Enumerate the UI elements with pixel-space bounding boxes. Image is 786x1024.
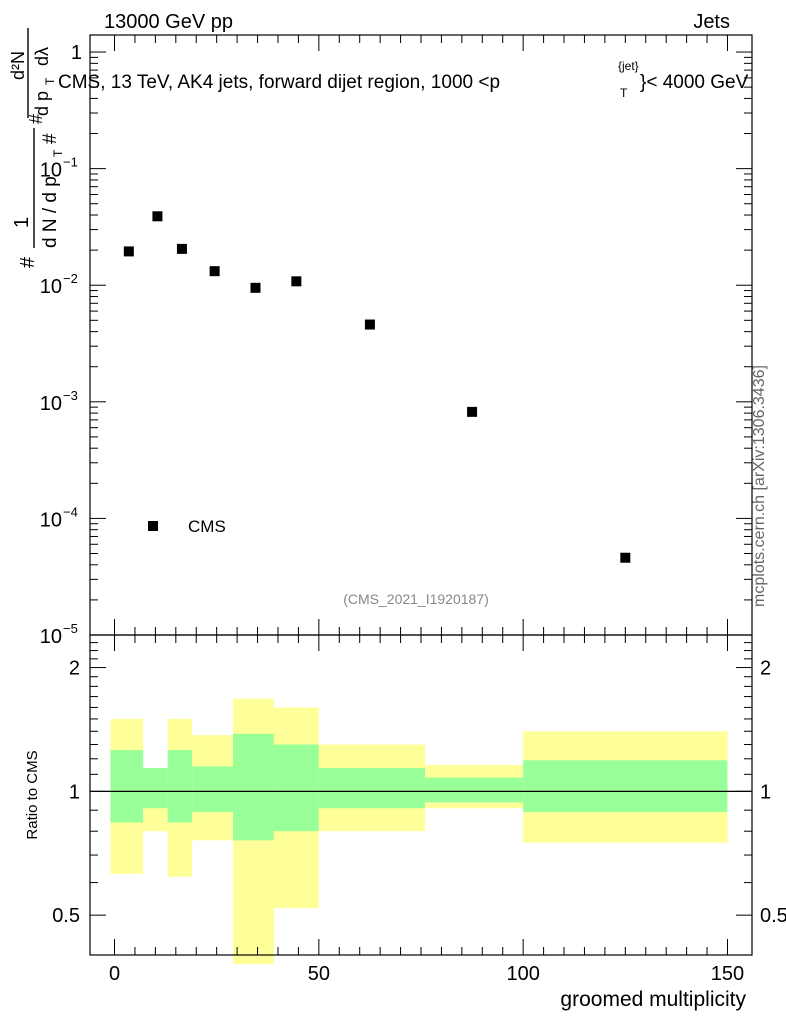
data-point-marker: [620, 552, 631, 563]
top-y-tick-labels: 110−110−210−310−410−5: [40, 42, 82, 648]
data-point-marker: [364, 319, 375, 330]
ylabel-frac2-den-tail: dλ: [32, 47, 52, 66]
top-axis-ticks: [90, 35, 752, 636]
x-axis-label: groomed multiplicity: [560, 988, 746, 1011]
header-right: Jets: [693, 11, 730, 33]
data-point-marker: [152, 211, 163, 222]
analysis-watermark: (CMS_2021_I1920187): [343, 591, 489, 607]
top-y-tick-label: 10: [40, 626, 62, 648]
top-y-axis-label: # 1 d N / d p T # d²N d p T dλ #: [8, 28, 65, 268]
bottom-y-tick-label-left: 1: [69, 781, 80, 803]
top-y-tick-label: 10: [40, 509, 62, 531]
ratio-inner-band: [318, 767, 426, 809]
ylabel-frac2-num: d²N: [8, 51, 28, 80]
data-point-marker: [250, 282, 261, 293]
ratio-inner-band: [110, 750, 144, 823]
data-point-marker: [209, 266, 220, 277]
top-y-tick-label: 10: [40, 160, 62, 182]
ratio-inner-band: [425, 777, 524, 803]
ylabel-frac-den: d N / d p: [40, 176, 61, 248]
title-main: CMS, 13 TeV, AK4 jets, forward dijet reg…: [58, 72, 500, 93]
x-tick-label: 50: [308, 963, 330, 985]
data-point-marker: [467, 406, 478, 417]
ylabel-frac2-den: d p: [32, 91, 52, 116]
ylabel-frac-den-tail: #: [40, 133, 61, 144]
bottom-y-tick-labels: 2 2 1 1 0.5 0.5: [52, 658, 786, 928]
top-y-tick-exponent: −1: [63, 155, 78, 170]
title-sup: {jet}: [618, 59, 639, 73]
ylabel-frac-num: 1: [11, 217, 33, 228]
ylabel-hash-1: #: [17, 256, 39, 268]
top-y-tick-exponent: −4: [63, 504, 78, 519]
ylabel-hash-2: #: [26, 114, 46, 124]
x-tick-label: 0: [109, 963, 120, 985]
bottom-y-tick-label-right: 2: [760, 658, 771, 680]
title-sub: T: [620, 86, 628, 100]
top-panel-frame: [89, 34, 753, 636]
bottom-y-axis-label: Ratio to CMS: [24, 750, 41, 839]
ratio-bands: [110, 698, 728, 965]
x-tick-label: 100: [506, 963, 539, 985]
legend-marker-cms: [148, 521, 158, 531]
top-y-tick-exponent: −5: [63, 621, 78, 636]
data-point-marker: [123, 246, 134, 257]
side-label: mcplots.cern.ch [arXiv:1306.3436]: [751, 365, 768, 607]
x-tick-label: 150: [711, 963, 744, 985]
data-point-marker: [291, 276, 302, 287]
ratio-inner-band: [233, 733, 274, 841]
plot-title: CMS, 13 TeV, AK4 jets, forward dijet reg…: [58, 59, 749, 100]
top-y-tick-label: 10: [40, 276, 62, 298]
ylabel-frac-den-sub: T: [51, 149, 65, 157]
ylabel-frac2-den-sub: T: [43, 77, 57, 85]
bottom-y-tick-label-right: 0.5: [760, 905, 786, 927]
bottom-y-tick-label-left: 0.5: [52, 905, 80, 927]
title-tail: }< 4000 GeV: [640, 72, 749, 93]
legend-label-cms: CMS: [188, 517, 226, 536]
ratio-inner-band: [273, 744, 319, 832]
data-point-marker: [176, 243, 187, 254]
bottom-axis-ticks: [90, 634, 752, 956]
ratio-inner-band: [192, 766, 234, 813]
ratio-inner-band: [167, 750, 193, 823]
top-y-tick-label: 1: [71, 42, 82, 64]
x-tick-labels: 0 50 100 150: [109, 963, 744, 985]
ratio-inner-band: [143, 767, 168, 809]
bottom-y-tick-label-right: 1: [760, 781, 771, 803]
top-y-tick-label: 10: [40, 393, 62, 415]
header-left: 13000 GeV pp: [104, 11, 233, 33]
top-y-tick-exponent: −3: [63, 388, 78, 403]
bottom-y-tick-label-left: 2: [69, 658, 80, 680]
data-markers: [123, 211, 631, 563]
ratio-inner-band: [523, 760, 728, 813]
top-y-tick-exponent: −2: [63, 271, 78, 286]
